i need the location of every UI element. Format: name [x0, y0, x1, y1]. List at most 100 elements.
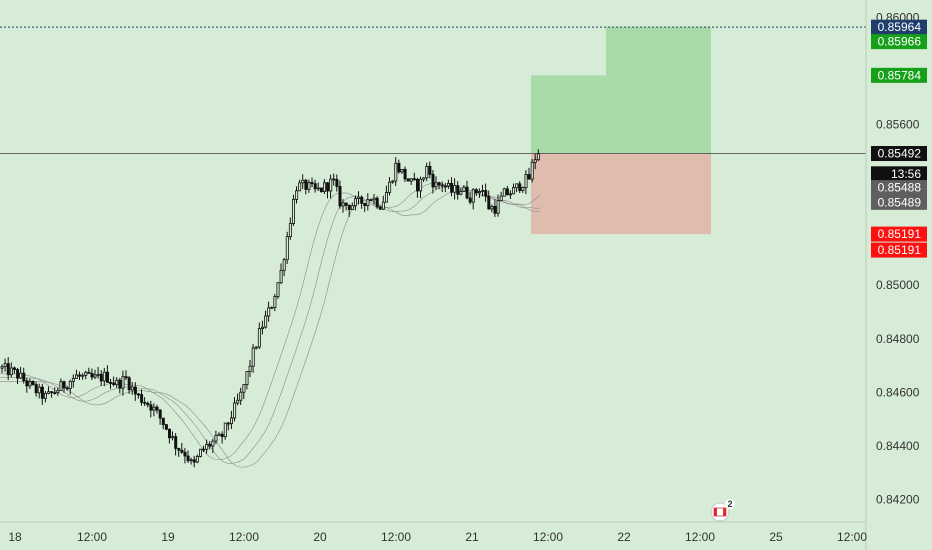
candle-body [236, 399, 240, 404]
candle-body [515, 183, 519, 188]
candle-body [471, 189, 475, 203]
candle-body [31, 381, 35, 385]
candle-69 [214, 430, 218, 445]
candle-12 [37, 383, 41, 399]
candle-153 [474, 188, 478, 196]
candle-body [326, 182, 330, 192]
x-tick-label: 20 [313, 530, 327, 544]
candle-73 [226, 421, 230, 431]
candle-11 [34, 381, 38, 397]
candle-body [533, 159, 537, 163]
candle-body [477, 191, 481, 194]
events-count: 2 [727, 499, 732, 509]
candle-133 [412, 172, 416, 181]
candle-body [487, 195, 491, 210]
candle-body [530, 161, 534, 180]
candle-body [465, 186, 469, 199]
candle-26 [81, 373, 85, 380]
candle-body [415, 178, 419, 192]
candle-100 [310, 177, 314, 188]
candle-82 [254, 346, 258, 350]
candle-body [195, 456, 199, 463]
candle-body [53, 392, 57, 394]
candle-3 [9, 362, 13, 378]
candle-136 [422, 177, 426, 182]
x-tick-label: 18 [8, 530, 22, 544]
price-tag-label: 0.85191 [878, 243, 922, 257]
candle-111 [344, 202, 348, 211]
price-tag-bg [871, 242, 927, 258]
candle-body [50, 391, 54, 394]
candle-body [130, 386, 134, 391]
candle-88 [273, 293, 277, 312]
candle-130 [403, 166, 407, 183]
candle-132 [409, 178, 413, 185]
candle-104 [322, 179, 326, 195]
candle-59 [183, 447, 187, 464]
candle-body [158, 409, 162, 419]
candle-body [332, 178, 336, 181]
candle-body [40, 386, 44, 399]
candle-96 [298, 179, 302, 192]
candle-body [406, 178, 410, 182]
candle-body [75, 374, 79, 379]
candle-body [22, 372, 26, 382]
candle-21 [65, 385, 69, 391]
candle-40 [124, 370, 128, 381]
candle-102 [316, 182, 320, 191]
candle-body [490, 205, 494, 210]
candle-89 [276, 282, 280, 299]
candle-97 [301, 174, 305, 189]
candle-165 [512, 183, 516, 195]
candle-body [363, 202, 367, 206]
candle-161 [499, 191, 503, 202]
candles [0, 149, 540, 468]
candle-body [468, 197, 472, 203]
candle-31 [96, 366, 100, 379]
candle-173 [536, 149, 540, 162]
candle-18 [56, 387, 60, 396]
x-tick-label: 12:00 [381, 530, 411, 544]
candle-114 [353, 195, 357, 211]
candle-166 [515, 183, 519, 193]
candle-body [381, 201, 385, 210]
price-tag: 0.85488 [871, 180, 927, 196]
candle-36 [112, 376, 116, 387]
candle-body [481, 190, 485, 192]
candle-72 [223, 422, 227, 440]
events-badge: 2 [710, 499, 735, 522]
candle-5 [16, 367, 20, 385]
candle-8 [25, 378, 29, 393]
candle-body [118, 379, 122, 389]
candle-body [456, 185, 460, 195]
candle-body [87, 371, 91, 374]
candle-107 [332, 173, 336, 186]
candle-body [115, 379, 119, 386]
candle-body [344, 202, 348, 206]
candle-body [384, 192, 388, 203]
candle-149 [462, 185, 466, 192]
flag-stripe-left [714, 508, 717, 516]
candle-body [59, 381, 63, 392]
price-tag-label: 0.85492 [878, 147, 922, 161]
candle-61 [189, 457, 193, 465]
candle-20 [62, 380, 66, 393]
candle-143 [443, 182, 447, 193]
candle-25 [78, 371, 82, 380]
candle-body [68, 380, 72, 389]
price-tag-bg [871, 194, 927, 210]
x-tick-label: 12:00 [685, 530, 715, 544]
candle-body [189, 459, 193, 462]
candle-body [366, 199, 370, 206]
candle-119 [369, 198, 373, 202]
candle-body [229, 417, 233, 425]
ma-line-3 [0, 189, 541, 468]
candle-120 [372, 193, 376, 205]
candle-169 [524, 170, 528, 195]
candle-121 [375, 196, 379, 209]
candle-body [84, 371, 88, 376]
candle-body [527, 174, 531, 180]
candle-108 [335, 174, 339, 192]
